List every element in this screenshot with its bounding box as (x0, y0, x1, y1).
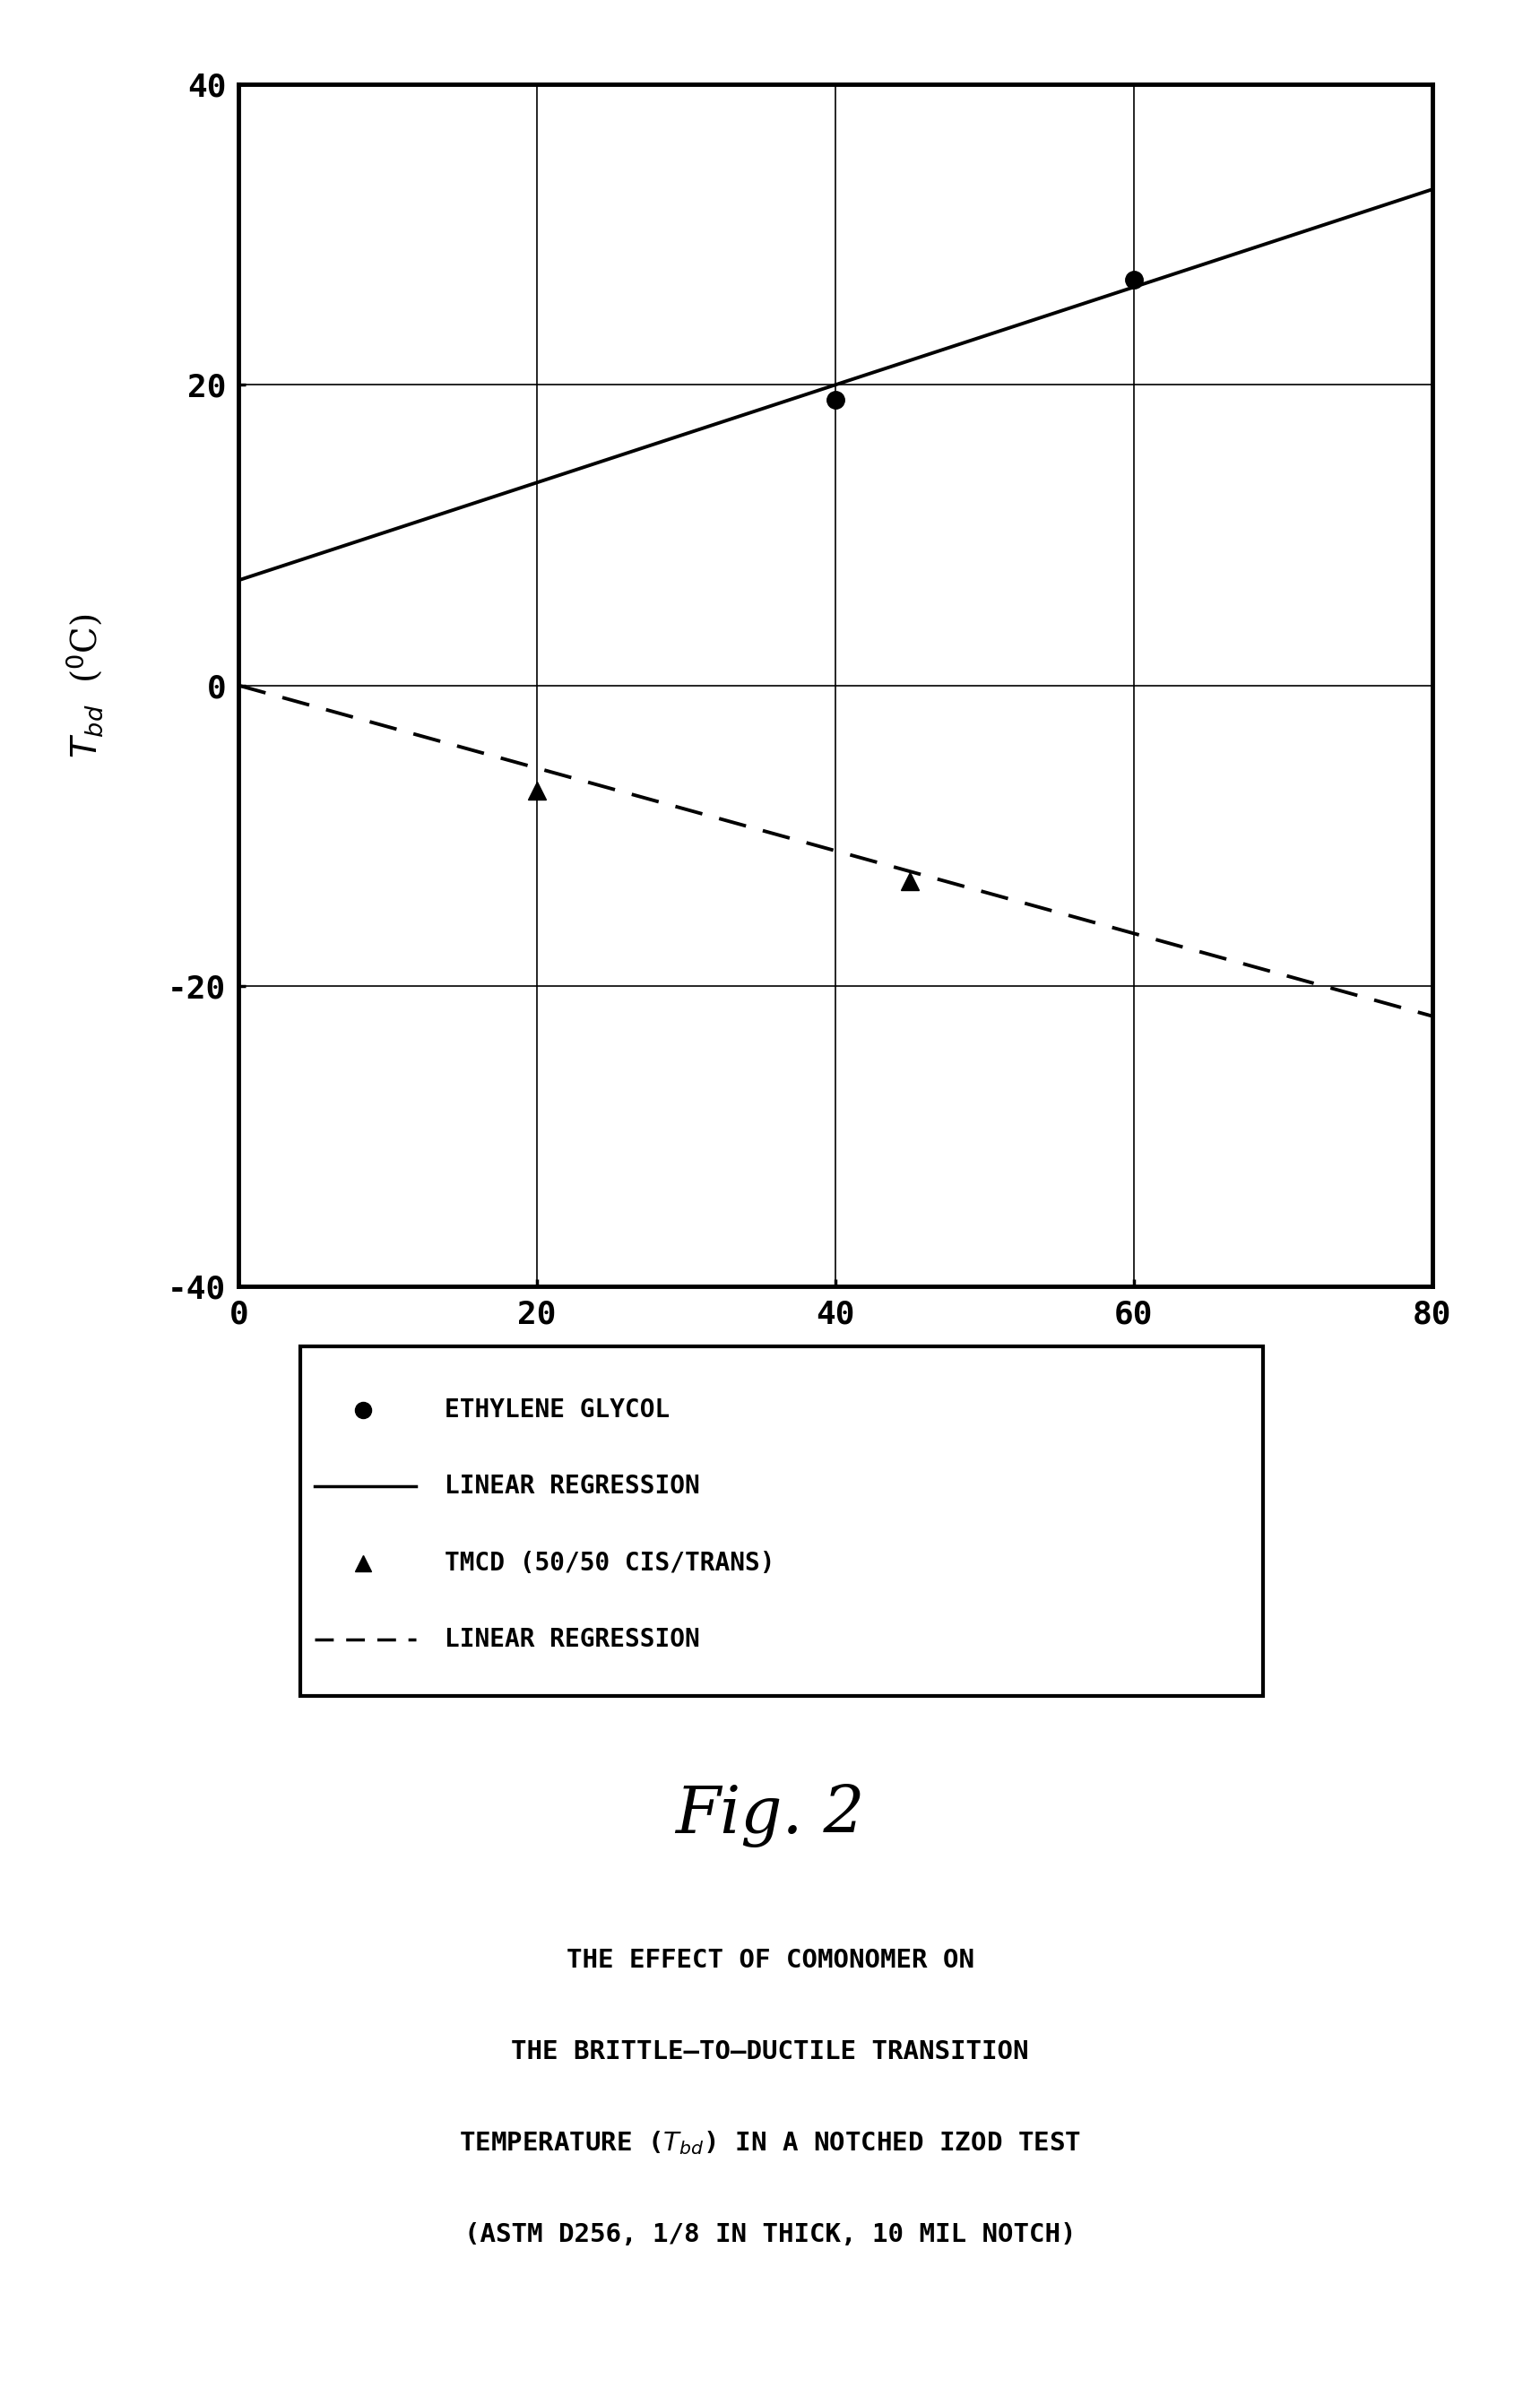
Text: $T_{bd}$  ($^{0}$C): $T_{bd}$ ($^{0}$C) (65, 613, 105, 758)
Text: LINEAR REGRESSION: LINEAR REGRESSION (445, 1474, 699, 1498)
X-axis label: MOL% COMONOMER: MOL% COMONOMER (688, 1352, 983, 1385)
Text: TMCD (50/50 CIS/TRANS): TMCD (50/50 CIS/TRANS) (445, 1551, 775, 1575)
Text: THE EFFECT OF COMONOMER ON: THE EFFECT OF COMONOMER ON (567, 1948, 973, 1972)
Text: THE BRITTLE–TO–DUCTILE TRANSITION: THE BRITTLE–TO–DUCTILE TRANSITION (511, 2039, 1029, 2063)
Text: LINEAR REGRESSION: LINEAR REGRESSION (445, 1628, 699, 1652)
Text: TEMPERATURE ($T_{bd}$) IN A NOTCHED IZOD TEST: TEMPERATURE ($T_{bd}$) IN A NOTCHED IZOD… (459, 2128, 1081, 2157)
Text: ETHYLENE GLYCOL: ETHYLENE GLYCOL (445, 1397, 670, 1421)
Text: Fig. 2: Fig. 2 (675, 1785, 865, 1847)
Text: (ASTM D256, 1/8 IN THICK, 10 MIL NOTCH): (ASTM D256, 1/8 IN THICK, 10 MIL NOTCH) (464, 2222, 1076, 2246)
